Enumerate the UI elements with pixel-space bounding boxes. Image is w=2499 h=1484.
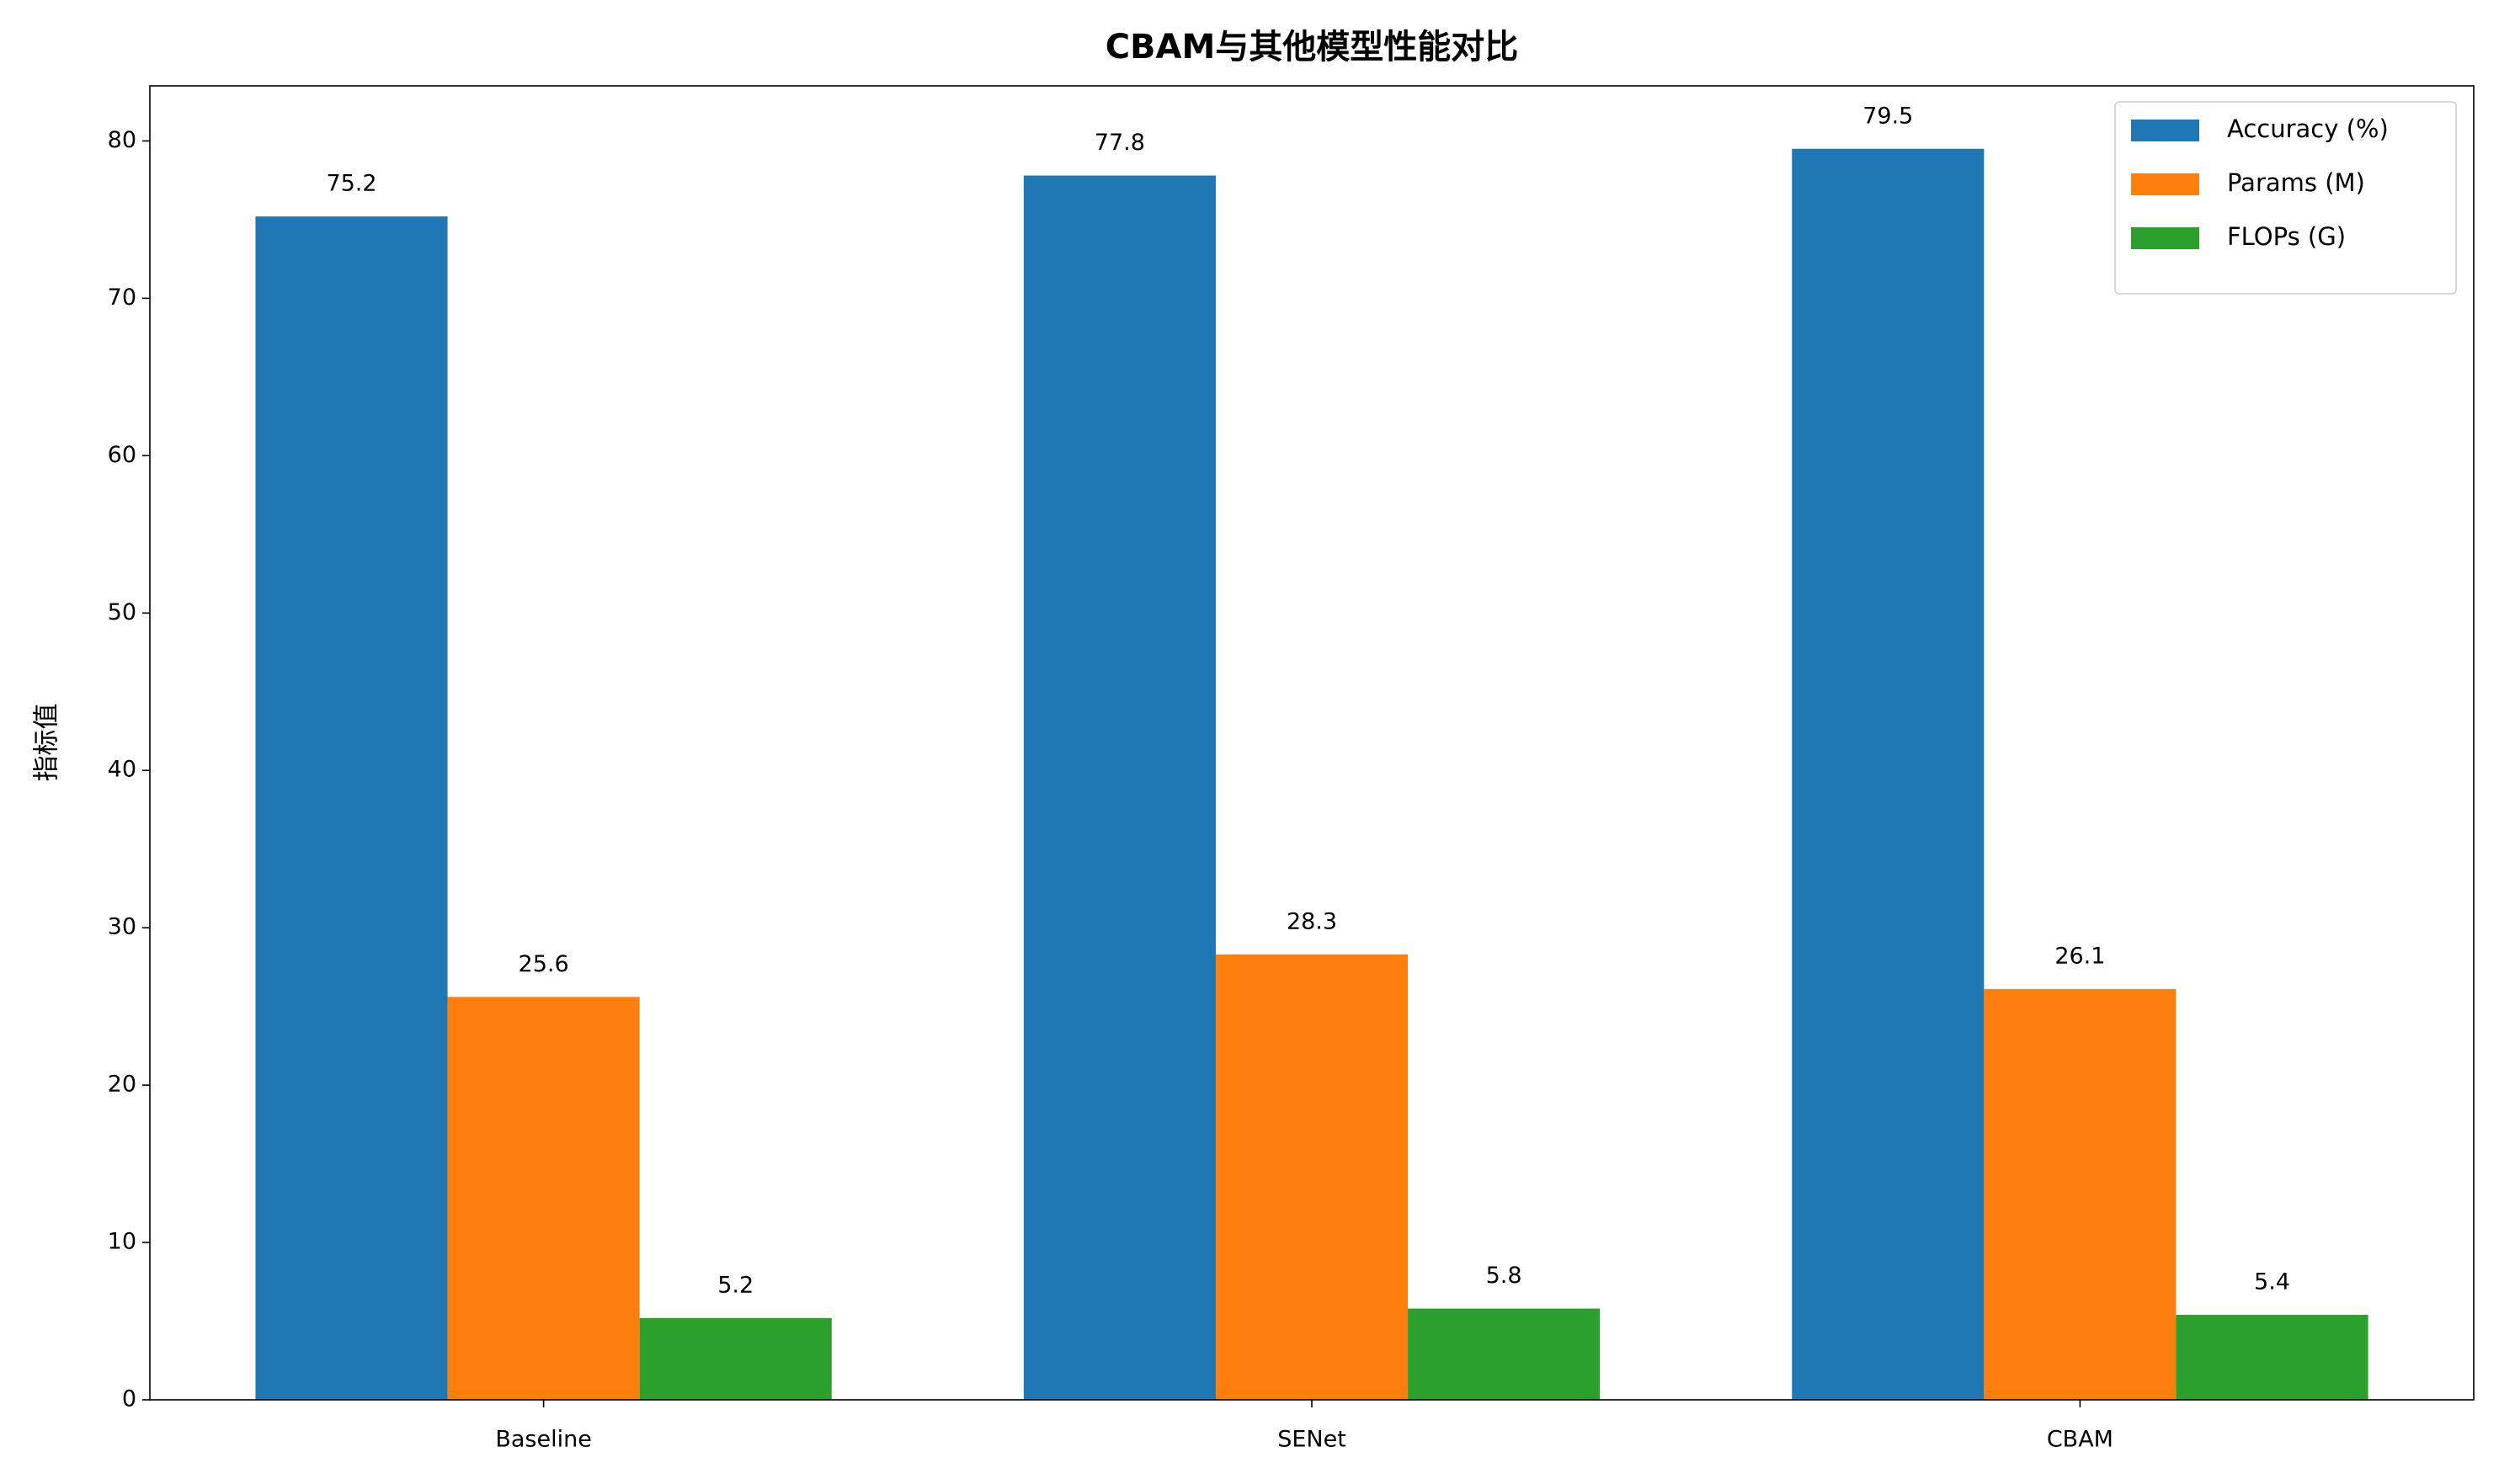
- y-tick-label: 50: [108, 599, 136, 625]
- y-tick-label: 40: [108, 757, 136, 783]
- value-label: 28.3: [1287, 908, 1337, 934]
- legend-label: Accuracy (%): [2227, 114, 2389, 143]
- x-tick-label: SENet: [1277, 1427, 1346, 1453]
- value-label: 5.2: [717, 1272, 754, 1298]
- legend-box: [2114, 101, 2457, 295]
- y-tick-label: 10: [108, 1229, 136, 1255]
- y-tick-label: 60: [108, 442, 136, 468]
- value-label: 77.8: [1095, 130, 1145, 156]
- bar: [447, 997, 640, 1400]
- y-tick-label: 70: [108, 285, 136, 311]
- bar: [639, 1317, 832, 1400]
- legend-swatch: [2131, 227, 2199, 249]
- y-tick-label: 0: [122, 1386, 136, 1412]
- plot-frame: [149, 85, 2475, 1401]
- bar: [255, 216, 448, 1400]
- value-label: 25.6: [519, 951, 569, 977]
- legend-label: Params (M): [2227, 168, 2365, 197]
- y-tick-label: 80: [108, 127, 136, 153]
- legend-swatch: [2131, 173, 2199, 195]
- value-label: 75.2: [326, 171, 376, 197]
- legend-label: FLOPs (G): [2227, 222, 2346, 251]
- y-tick-label: 20: [108, 1072, 136, 1098]
- legend: Accuracy (%) Params (M) FLOPs (G): [2114, 101, 2457, 295]
- value-label: 5.8: [1486, 1263, 1522, 1289]
- value-label: 26.1: [2054, 944, 2105, 970]
- bar: [1408, 1308, 1601, 1400]
- value-label: 79.5: [1862, 103, 1913, 129]
- legend-swatch: [2131, 120, 2199, 141]
- y-tick-label: 30: [108, 914, 136, 940]
- chart-title: CBAM与其他模型性能对比: [1106, 28, 1519, 66]
- x-tick-label: CBAM: [2047, 1427, 2113, 1453]
- x-tick-label: Baseline: [495, 1427, 591, 1453]
- value-label: 5.4: [2254, 1269, 2290, 1295]
- bar: [2176, 1315, 2368, 1400]
- bar: [1984, 989, 2177, 1400]
- bar: [1792, 148, 1985, 1400]
- y-axis-label: 指标值: [32, 704, 62, 782]
- bar: [1023, 175, 1216, 1400]
- bar: [1215, 954, 1409, 1400]
